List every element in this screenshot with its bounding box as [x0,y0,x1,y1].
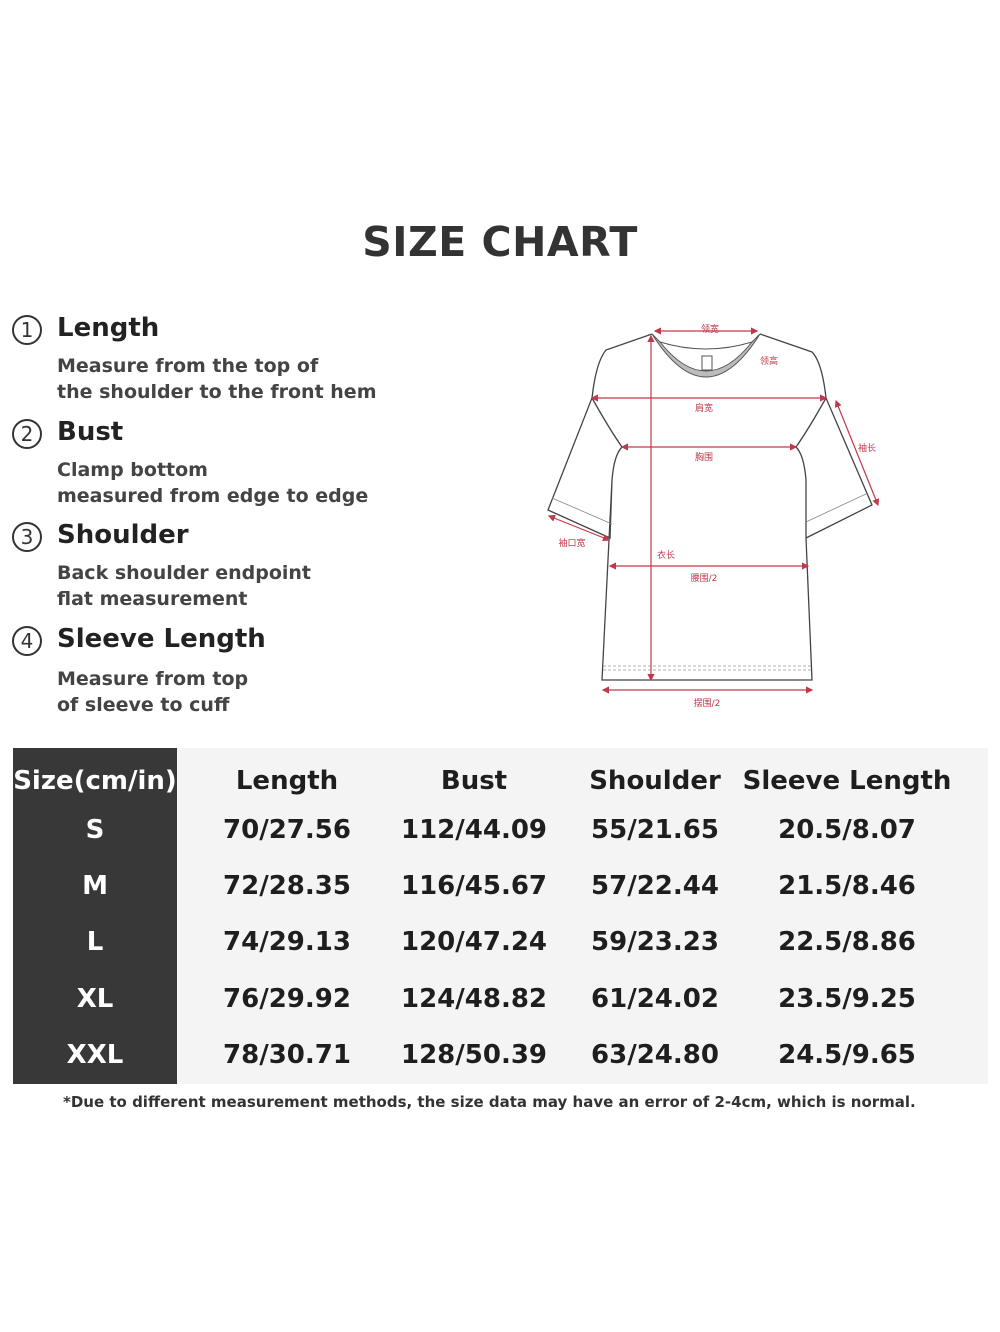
label-length: 衣长 [657,549,675,561]
column-header: Length [235,766,339,796]
circled-number-2: 2 [12,419,42,449]
measure-heading: Bust [57,417,124,447]
size-label: S [85,815,105,845]
desc-line: Clamp bottom [57,459,208,481]
desc-line: Measure from the top of [57,355,319,377]
column-header: Shoulder [589,766,721,796]
label-shoulder: 肩宽 [695,402,713,414]
size-label: XL [76,984,114,1014]
label-bust: 胸围 [695,451,713,463]
measure-description: Clamp bottom measured from edge to edge [57,457,368,509]
measure-heading: Sleeve Length [57,624,266,654]
table-cell: 21.5/8.46 [778,871,916,901]
circled-number-1: 1 [12,315,42,345]
label-neck-height: 领高 [760,355,778,367]
desc-line: Measure from top [57,668,249,690]
desc-line: the shoulder to the front hem [57,381,377,403]
measure-heading: Shoulder [57,520,189,550]
collar [651,333,761,378]
table-cell: 128/50.39 [400,1040,548,1070]
label-neck-width: 领宽 [701,323,719,335]
desc-line: of sleeve to cuff [57,694,230,716]
table-cell: 61/24.02 [591,984,719,1014]
tshirt-diagram: 领宽 领高 肩宽 胸围 袖长 袖口宽 衣长 腰围/2 摆围/2 [547,323,880,709]
table-cell: 120/47.24 [400,927,548,957]
table-cell: 20.5/8.07 [778,815,916,845]
table-cell: 22.5/8.86 [778,927,916,957]
size-table: Size(cm/in) Length Bust Shoulder Sleeve Leng… [13,748,988,1084]
measurement-lines [547,327,880,694]
measure-heading: Length [57,313,160,343]
label-waist: 腰围/2 [691,573,718,584]
size-label: L [86,927,104,957]
page-title: SIZE CHART [362,218,638,266]
size-column [13,748,177,1084]
table-cell: 124/48.82 [400,984,548,1014]
label-sleeve: 袖长 [858,442,876,454]
column-header: Size(cm/in) [13,766,177,796]
desc-line: flat measurement [57,588,248,610]
size-label: M [82,871,108,901]
table-cell: 116/45.67 [400,871,548,901]
table-cell: 57/22.44 [591,871,719,901]
table-cell: 70/27.56 [223,815,351,845]
desc-line: measured from edge to edge [57,485,369,507]
table-cell: 78/30.71 [223,1040,351,1070]
table-cell: 72/28.35 [223,871,351,901]
label-hem: 摆围/2 [694,697,721,709]
tshirt-outline [547,333,873,681]
table-cell: 59/23.23 [591,927,719,957]
footnote: *Due to different measurement methods, t… [63,1093,916,1111]
label-cuff: 袖口宽 [558,537,585,549]
table-cell: 76/29.92 [223,984,351,1014]
table-cell: 55/21.65 [591,815,719,845]
table-cell: 74/29.13 [223,927,351,957]
column-header: Sleeve Length [742,766,952,796]
measure-description: Measure from the top of the shoulder to t… [57,353,377,405]
table-cell: 63/24.80 [591,1040,719,1070]
table-cell: 112/44.09 [400,815,548,845]
column-header: Bust [440,766,508,796]
table-cell: 23.5/9.25 [778,984,916,1014]
measure-description: Back shoulder endpoint flat measurement [57,560,311,612]
desc-line: Back shoulder endpoint [57,562,312,584]
size-label: XXL [66,1040,124,1070]
circled-number-3: 3 [12,522,42,552]
table-cell: 24.5/9.65 [778,1040,916,1070]
measure-description: Measure from top of sleeve to cuff [57,666,248,718]
circled-number-4: 4 [12,626,42,656]
